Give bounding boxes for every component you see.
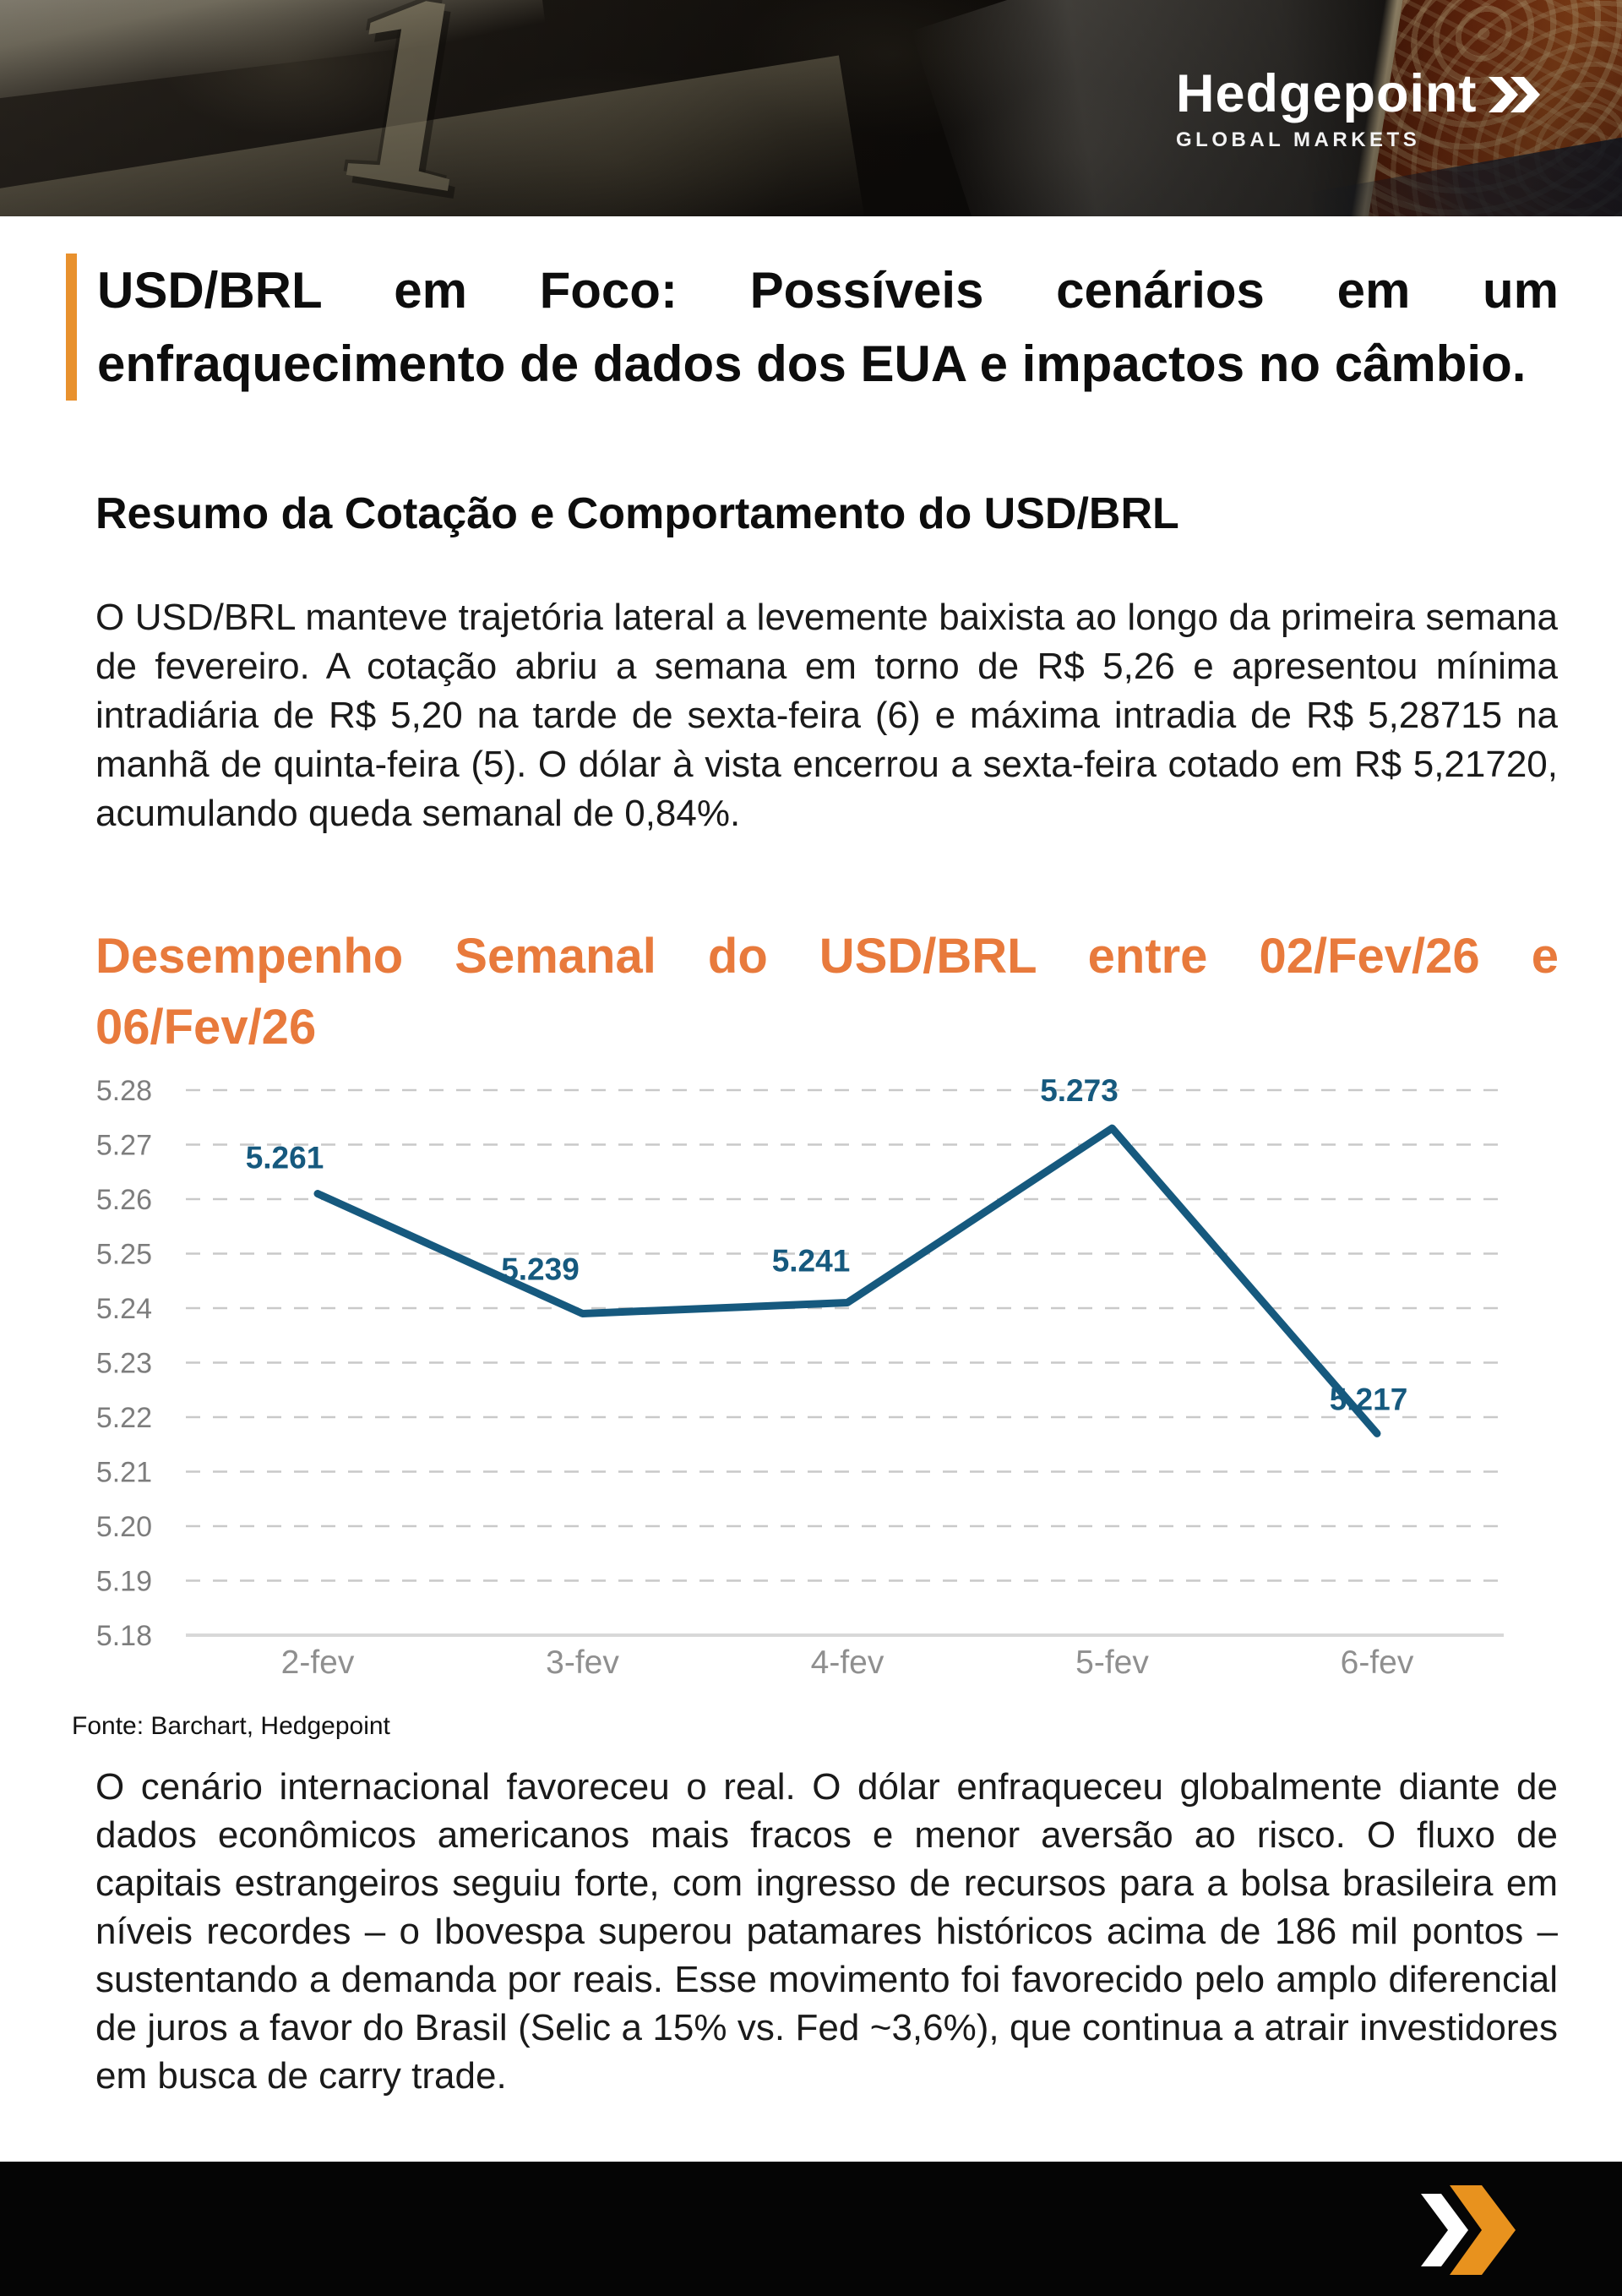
- chart-heading: Desempenho Semanal do USD/BRL entre 02/F…: [95, 929, 1559, 1055]
- data-point-label: 5.261: [246, 1141, 324, 1175]
- usdbrl-line-chart: 5.28 5.27 5.26 5.25 5.24 5.23 5.22 5.21 5.20 5.19…: [0, 1072, 1622, 1704]
- brand-logo: Hedgepoint GLOBAL MARKETS: [1176, 68, 1544, 152]
- y-tick-label: 5.28: [96, 1075, 152, 1107]
- y-tick-label: 5.18: [96, 1620, 152, 1652]
- usdbrl-series-line: [313, 1124, 1381, 1437]
- page-title: USD/BRL em Foco: Possíveis cenários em u…: [97, 262, 1559, 392]
- data-point-label: 5.273: [1040, 1073, 1119, 1108]
- y-tick-label: 5.19: [96, 1566, 152, 1598]
- x-tick-label: 6-fev: [1341, 1644, 1414, 1681]
- brand-tagline: GLOBAL MARKETS: [1176, 128, 1421, 151]
- y-tick-label: 5.22: [96, 1402, 152, 1434]
- body-paragraph-2: O cenário internacional favoreceu o real…: [95, 1766, 1558, 2097]
- y-tick-label: 5.21: [96, 1457, 152, 1489]
- photo-dark-overlay: [0, 0, 1622, 216]
- brand-chevrons-icon: [1485, 74, 1544, 120]
- footer-bar: [0, 2162, 1622, 2296]
- y-tick-label: 5.24: [96, 1293, 152, 1325]
- forward-chevrons-icon: [1409, 2184, 1516, 2281]
- section-heading: Resumo da Cotação e Comportamento do USD…: [95, 489, 1179, 538]
- brand-name: Hedgepoint: [1176, 64, 1478, 123]
- data-point-label: 5.217: [1330, 1382, 1408, 1416]
- y-tick-label: 5.27: [96, 1130, 152, 1162]
- x-tick-label: 4-fev: [811, 1644, 884, 1681]
- y-tick-label: 5.26: [96, 1184, 152, 1216]
- x-tick-label: 5-fev: [1075, 1644, 1149, 1681]
- article-title-block: USD/BRL em Foco: Possíveis cenários em u…: [66, 254, 1559, 401]
- body-paragraph-1: O USD/BRL manteve trajetória lateral a l…: [95, 597, 1558, 834]
- y-tick-label: 5.23: [96, 1348, 152, 1380]
- x-tick-label: 3-fev: [546, 1644, 619, 1681]
- header-photo: 1 Hedgepoint GLOBAL MARKETS: [0, 0, 1622, 216]
- chart-source: Fonte: Barchart, Hedgepoint: [72, 1712, 390, 1740]
- y-tick-label: 5.25: [96, 1239, 152, 1271]
- x-tick-label: 2-fev: [281, 1644, 355, 1681]
- data-point-label: 5.241: [772, 1244, 851, 1279]
- y-tick-label: 5.20: [96, 1511, 152, 1543]
- data-point-label: 5.239: [501, 1252, 580, 1286]
